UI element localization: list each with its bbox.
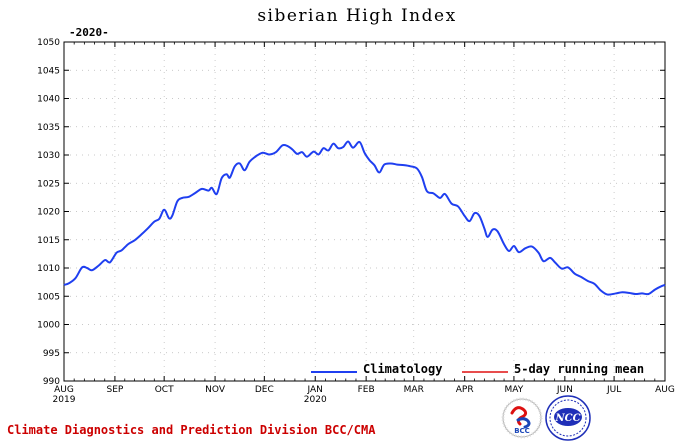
x-tick-label: NOV xyxy=(205,385,226,395)
y-tick-label: 1035 xyxy=(37,123,60,133)
series-layer xyxy=(63,140,666,296)
legend: Climatology 5-day running mean xyxy=(311,362,644,376)
series-line-0 xyxy=(63,140,666,296)
footer-credit: Climate Diagnostics and Prediction Divis… xyxy=(7,423,376,437)
y-tick-label: 1045 xyxy=(37,66,60,76)
y-tick-label: 1000 xyxy=(37,321,60,331)
grid xyxy=(64,42,665,381)
y-tick-label: 1030 xyxy=(37,151,60,161)
y-tick-label: 1010 xyxy=(37,264,60,274)
x-tick-year-label: 2020 xyxy=(304,395,327,405)
x-tick-label: APR xyxy=(456,385,474,395)
legend-label-climatology: Climatology xyxy=(363,362,442,376)
x-tick-label: JUN xyxy=(556,385,573,395)
x-tick-label: JUL xyxy=(606,385,621,395)
x-tick-label: DEC xyxy=(255,385,274,395)
y-tick-label: 1020 xyxy=(37,208,60,218)
x-tick-year-label: 2019 xyxy=(53,395,76,405)
x-tick-label: OCT xyxy=(155,385,174,395)
y-axis: 990 995 1000 1005 1010 1015 1020 1025 1030 1035 10… xyxy=(37,38,665,387)
x-tick-label: AUG xyxy=(54,385,74,395)
ncc-logo-label: NCC xyxy=(554,413,580,424)
x-tick-label: AUG xyxy=(655,385,675,395)
x-tick-label: MAY xyxy=(505,385,524,395)
x-tick-label: MAR xyxy=(404,385,424,395)
y-tick-label: 1025 xyxy=(37,179,60,189)
bcc-logo: BCC xyxy=(501,397,543,439)
y-tick-label: 1005 xyxy=(37,292,60,302)
ncc-logo: NCC xyxy=(545,395,591,441)
y-tick-label: 990 xyxy=(43,377,60,387)
x-tick-label: JAN xyxy=(307,385,323,395)
y-tick-label: 995 xyxy=(43,349,60,359)
x-tick-label: FEB xyxy=(358,385,375,395)
x-tick-label: SEP xyxy=(106,385,123,395)
y-tick-label: 1015 xyxy=(37,236,60,246)
chart-subtitle: -2020- xyxy=(69,26,109,39)
y-tick-label: 1040 xyxy=(37,95,60,105)
chart-title: siberian High Index xyxy=(257,6,456,26)
y-tick-label: 1050 xyxy=(37,38,60,48)
bcc-logo-label: BCC xyxy=(514,427,530,435)
legend-label-running-mean: 5-day running mean xyxy=(514,362,644,376)
